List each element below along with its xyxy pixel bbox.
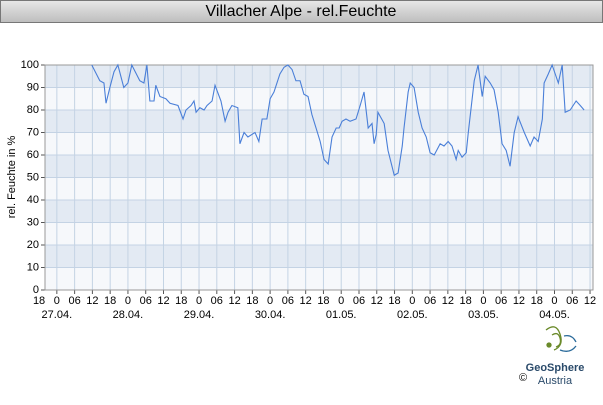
- y-tick-label: 70: [27, 126, 39, 138]
- x-tick-label: 0: [551, 295, 557, 307]
- x-tick-label: 0: [267, 295, 273, 307]
- x-tick-label: 18: [460, 295, 472, 307]
- x-tick-label: 12: [300, 295, 312, 307]
- x-tick-label: 18: [317, 295, 329, 307]
- y-tick-label: 20: [27, 239, 39, 251]
- y-tick-label: 100: [21, 59, 39, 71]
- x-tick-label: 0: [54, 295, 60, 307]
- x-date-label: 03.05.: [468, 309, 499, 321]
- x-tick-label: 12: [584, 295, 596, 307]
- x-date-label: 04.05.: [539, 309, 570, 321]
- y-tick-label: 80: [27, 104, 39, 116]
- x-tick-label: 06: [566, 295, 578, 307]
- x-tick-label: 18: [33, 295, 45, 307]
- x-tick-label: 06: [424, 295, 436, 307]
- x-date-label: 02.05.: [397, 309, 428, 321]
- x-tick-label: 06: [68, 295, 80, 307]
- y-tick-label: 30: [27, 216, 39, 228]
- x-tick-label: 06: [211, 295, 223, 307]
- y-tick-label: 60: [27, 149, 39, 161]
- logo-name: GeoSphere: [526, 362, 585, 374]
- x-tick-label: 18: [246, 295, 258, 307]
- y-axis-label: rel. Feuchte in %: [6, 136, 18, 219]
- band: [45, 200, 593, 223]
- x-tick-label: 0: [196, 295, 202, 307]
- x-tick-label: 0: [338, 295, 344, 307]
- x-tick-label: 06: [140, 295, 152, 307]
- x-tick-label: 12: [442, 295, 454, 307]
- x-tick-label: 12: [157, 295, 169, 307]
- y-tick-label: 10: [27, 261, 39, 273]
- x-tick-label: 18: [175, 295, 187, 307]
- y-tick-label: 40: [27, 194, 39, 206]
- logo: [545, 326, 577, 352]
- data-line: [91, 63, 585, 177]
- plot-border: [44, 64, 594, 291]
- x-tick-label: 06: [282, 295, 294, 307]
- chart-title: Villacher Alpe - rel.Feuchte: [206, 3, 397, 20]
- y-tick-label: 90: [27, 81, 39, 93]
- copyright: ©: [519, 372, 527, 384]
- x-tick-label: 12: [86, 295, 98, 307]
- x-tick-label: 12: [371, 295, 383, 307]
- x-tick-label: 0: [125, 295, 131, 307]
- x-tick-label: 18: [531, 295, 543, 307]
- x-tick-label: 12: [228, 295, 240, 307]
- x-tick-label: 06: [495, 295, 507, 307]
- x-date-label: 01.05.: [326, 309, 357, 321]
- x-tick-label: 06: [353, 295, 365, 307]
- x-tick-label: 0: [409, 295, 415, 307]
- band: [45, 65, 593, 88]
- x-tick-label: 12: [513, 295, 525, 307]
- x-date-label: 29.04.: [184, 309, 215, 321]
- x-tick-label: 18: [104, 295, 116, 307]
- band: [45, 245, 593, 268]
- x-date-label: 30.04.: [255, 309, 286, 321]
- logo-sub: Austria: [538, 375, 573, 387]
- y-tick-label: 0: [33, 284, 39, 296]
- y-tick-label: 50: [27, 171, 39, 183]
- x-tick-label: 18: [388, 295, 400, 307]
- band: [45, 110, 593, 133]
- x-date-label: 28.04.: [113, 309, 144, 321]
- x-date-label: 27.04.: [42, 309, 73, 321]
- x-tick-label: 0: [480, 295, 486, 307]
